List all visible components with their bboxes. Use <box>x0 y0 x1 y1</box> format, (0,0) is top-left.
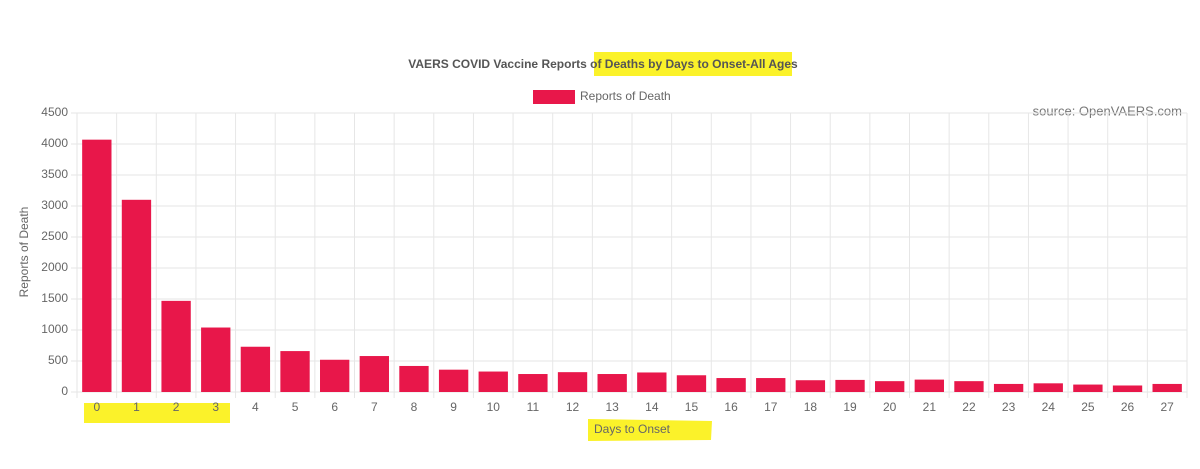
bar <box>1073 384 1103 392</box>
x-tick-label: 14 <box>645 400 659 414</box>
bar <box>161 300 191 392</box>
bar <box>478 371 508 392</box>
source-note: source: OpenVAERS.com <box>1033 103 1182 118</box>
x-tick-label: 1 <box>133 400 140 414</box>
highlight <box>588 419 712 441</box>
x-tick-label: 10 <box>487 400 501 414</box>
bar <box>716 378 746 392</box>
x-tick-label: 7 <box>371 400 378 414</box>
bar <box>201 327 231 392</box>
bar <box>399 365 429 392</box>
x-tick-label: 23 <box>1002 400 1016 414</box>
bar <box>280 351 310 392</box>
x-tick-label: 25 <box>1081 400 1095 414</box>
x-tick-label: 17 <box>764 400 778 414</box>
y-tick-label: 4000 <box>41 136 68 150</box>
y-tick-label: 3000 <box>41 198 68 212</box>
x-tick-label: 9 <box>450 400 457 414</box>
x-tick-label: 18 <box>804 400 818 414</box>
bar <box>914 379 944 392</box>
bar <box>676 375 707 392</box>
bar <box>954 381 984 392</box>
bar <box>438 369 469 392</box>
legend-label: Reports of Death <box>580 89 671 103</box>
y-tick-label: 0 <box>61 384 68 398</box>
bar <box>240 346 271 392</box>
bar <box>993 383 1024 392</box>
bar <box>121 199 152 392</box>
x-tick-label: 21 <box>923 400 937 414</box>
bar <box>597 374 627 392</box>
x-tick-label: 22 <box>962 400 976 414</box>
bar <box>82 139 112 392</box>
x-tick-label: 24 <box>1042 400 1056 414</box>
x-tick-label: 12 <box>566 400 580 414</box>
x-tick-label: 26 <box>1121 400 1135 414</box>
y-tick-label: 1500 <box>41 291 68 305</box>
x-tick-label: 13 <box>605 400 619 414</box>
x-tick-label: 15 <box>685 400 699 414</box>
y-tick-label: 2500 <box>41 229 68 243</box>
y-tick-label: 3500 <box>41 167 68 181</box>
legend-swatch <box>533 90 575 104</box>
y-axis-title: Reports of Death <box>17 207 31 298</box>
bar <box>320 359 350 392</box>
bar <box>1033 383 1063 392</box>
x-tick-label: 5 <box>292 400 299 414</box>
x-tick-label: 6 <box>331 400 338 414</box>
bar <box>795 380 826 392</box>
bar <box>1112 385 1143 392</box>
highlight <box>594 52 792 76</box>
bar <box>875 381 905 392</box>
bar <box>359 356 389 392</box>
highlight <box>84 403 230 423</box>
x-tick-label: 27 <box>1160 400 1174 414</box>
x-axis-title: Days to Onset <box>594 422 671 436</box>
x-tick-label: 8 <box>411 400 418 414</box>
bar <box>557 372 588 392</box>
x-tick-label: 3 <box>212 400 219 414</box>
bar <box>1152 383 1182 392</box>
y-tick-label: 2000 <box>41 260 68 274</box>
bar <box>756 378 786 392</box>
x-tick-label: 2 <box>173 400 180 414</box>
x-tick-label: 0 <box>93 400 100 414</box>
y-tick-label: 500 <box>48 353 68 367</box>
y-tick-label: 4500 <box>41 105 68 119</box>
x-tick-label: 11 <box>527 400 540 414</box>
chart-title: VAERS COVID Vaccine Reports of Deaths by… <box>408 57 798 71</box>
x-tick-label: 20 <box>883 400 897 414</box>
y-tick-label: 1000 <box>41 322 68 336</box>
bar <box>835 379 865 392</box>
x-tick-label: 16 <box>724 400 738 414</box>
x-tick-label: 19 <box>843 400 857 414</box>
bar <box>637 372 667 392</box>
x-tick-label: 4 <box>252 400 259 414</box>
bar <box>518 374 548 392</box>
